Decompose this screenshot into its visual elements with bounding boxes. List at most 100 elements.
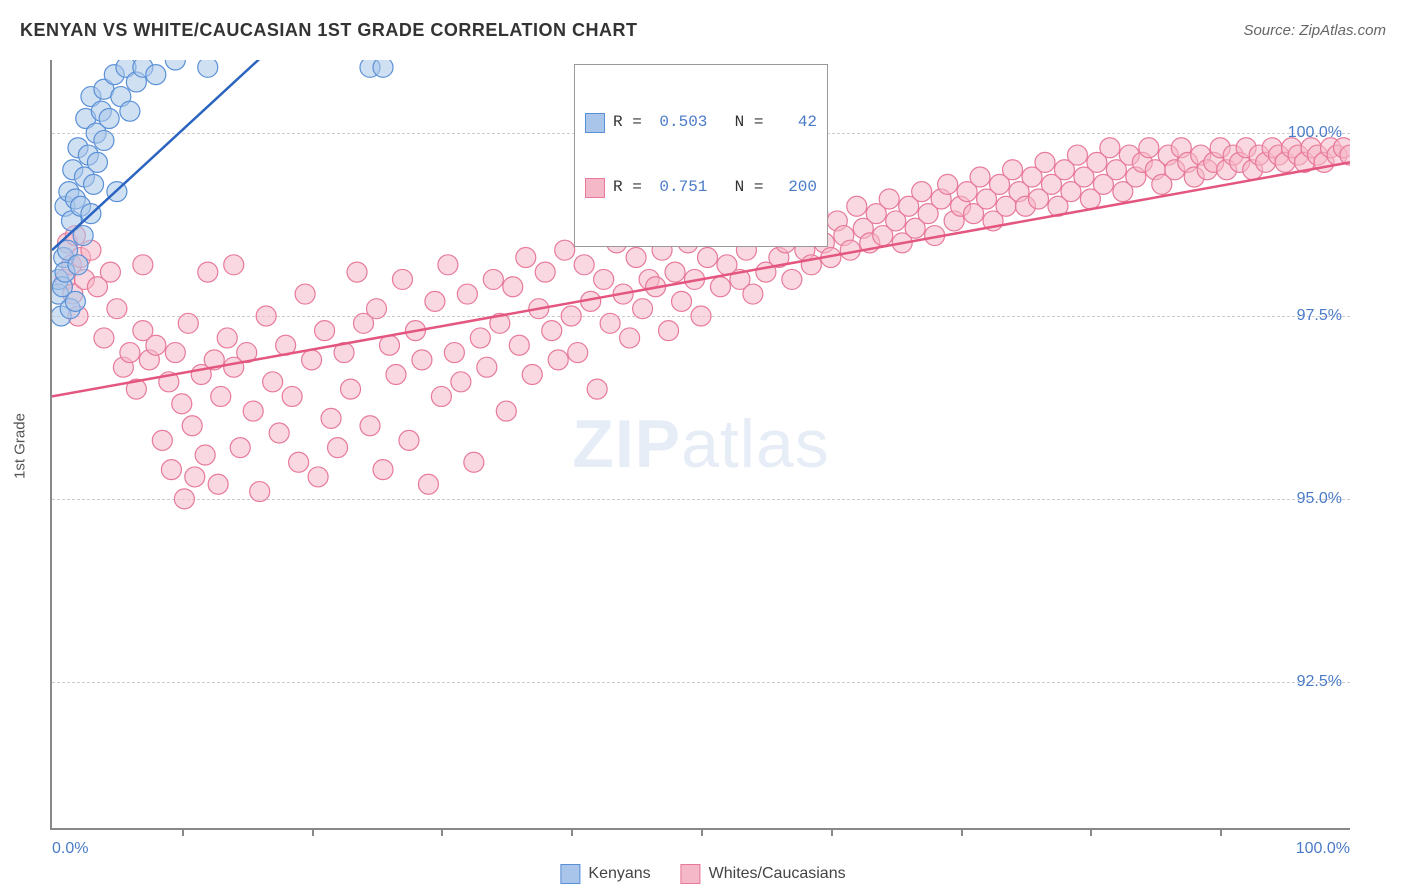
data-point [691,306,711,326]
data-point [697,247,717,267]
stats-row-kenyans: R = 0.503 N = 42 [585,112,817,134]
data-point [879,189,899,209]
plot-area: ZIPatlas R = 0.503 N = 42 R = 0.751 N = … [50,60,1350,830]
data-point [172,394,192,414]
data-point [282,386,302,406]
data-point [710,277,730,297]
data-point [68,255,88,275]
data-point [100,262,120,282]
data-point [347,262,367,282]
data-point [182,416,202,436]
data-point [594,269,614,289]
x-axis-min-label: 0.0% [52,840,88,858]
x-tick [441,828,443,836]
stats-legend: R = 0.503 N = 42 R = 0.751 N = 200 [574,64,828,247]
data-point [392,269,412,289]
y-tick-label: 92.5% [1297,673,1342,691]
data-point [1035,152,1055,172]
data-point [451,372,471,392]
data-point [509,335,529,355]
data-point [178,313,198,333]
stat-r-label: R = [613,112,651,134]
data-point [224,255,244,275]
data-point [230,438,250,458]
stat-n-label: N = [715,112,773,134]
data-point [373,460,393,480]
data-point [555,240,575,260]
data-point [477,357,497,377]
legend-item-whites: Whites/Caucasians [681,864,846,884]
data-point [185,467,205,487]
x-tick [701,828,703,836]
data-point [847,196,867,216]
legend-item-kenyans: Kenyans [560,864,650,884]
data-point [99,109,119,129]
data-point [269,423,289,443]
data-point [620,328,640,348]
data-point [146,65,166,85]
data-point [574,255,594,275]
data-point [672,291,692,311]
data-point [425,291,445,311]
data-point [1139,138,1159,158]
x-axis-max-label: 100.0% [1296,840,1350,858]
stats-row-whites: R = 0.751 N = 200 [585,177,817,199]
data-point [496,401,516,421]
data-point [418,474,438,494]
data-point [120,101,140,121]
x-tick [571,828,573,836]
data-point [522,365,542,385]
data-point [633,299,653,319]
data-point [263,372,283,392]
data-point [1067,145,1087,165]
swatch-whites [585,178,605,198]
data-point [250,482,270,502]
data-point [548,350,568,370]
stat-n-kenyans: 42 [781,112,817,134]
swatch-kenyans [585,113,605,133]
stat-r-whites: 0.751 [659,177,707,199]
data-point [373,60,393,77]
data-point [367,299,387,319]
chart-title: KENYAN VS WHITE/CAUCASIAN 1ST GRADE CORR… [20,20,638,41]
data-point [161,460,181,480]
data-point [386,365,406,385]
data-point [65,291,85,311]
data-point [665,262,685,282]
data-point [379,335,399,355]
x-tick [961,828,963,836]
data-point [1003,160,1023,180]
data-point [243,401,263,421]
data-point [1100,138,1120,158]
data-point [133,255,153,275]
data-point [587,379,607,399]
x-tick [312,828,314,836]
swatch-whites-bottom [681,864,701,884]
data-point [470,328,490,348]
data-point [782,269,802,289]
data-point [165,60,185,70]
data-point [743,284,763,304]
data-point [938,174,958,194]
data-point [600,313,620,333]
data-point [464,452,484,472]
x-tick [182,828,184,836]
data-point [302,350,322,370]
data-point [107,299,127,319]
data-point [211,386,231,406]
y-tick-label: 95.0% [1297,490,1342,508]
data-point [94,130,114,150]
data-point [289,452,309,472]
data-point [412,350,432,370]
data-point [542,321,562,341]
header: KENYAN VS WHITE/CAUCASIAN 1ST GRADE CORR… [20,20,1386,41]
data-point [457,284,477,304]
data-point [120,343,140,363]
data-point [516,247,536,267]
data-point [208,474,228,494]
data-point [970,167,990,187]
data-point [146,335,166,355]
legend-label-kenyans: Kenyans [588,865,650,883]
stat-r-label: R = [613,177,651,199]
data-point [535,262,555,282]
